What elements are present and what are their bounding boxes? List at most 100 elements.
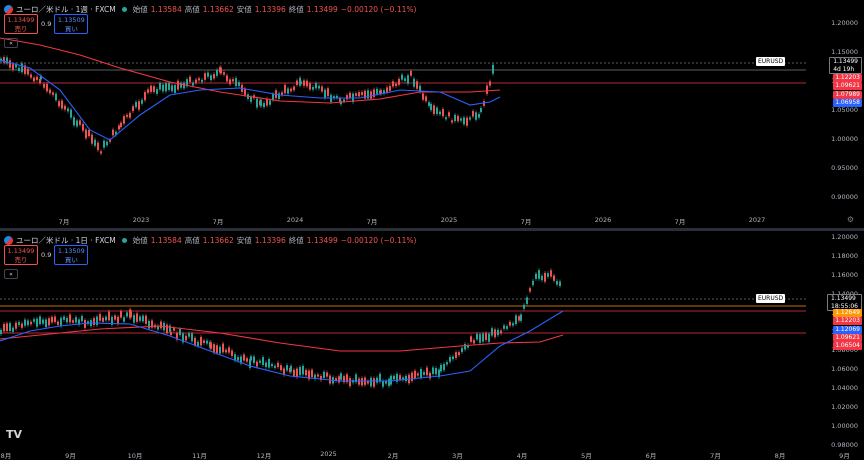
candle xyxy=(106,141,108,146)
candle xyxy=(323,371,325,378)
candle xyxy=(142,315,144,322)
price-tick: 1.06000 xyxy=(831,365,858,374)
trade-buttons: 1.13499 売り 0.9 1.13509 買い xyxy=(4,245,89,265)
candle xyxy=(370,377,372,387)
candle xyxy=(9,60,11,68)
candle xyxy=(231,350,233,356)
candle xyxy=(200,336,202,346)
candle xyxy=(326,372,328,377)
candle xyxy=(367,90,369,99)
candle xyxy=(120,122,122,128)
candle xyxy=(340,101,342,105)
candle xyxy=(464,343,466,350)
candle xyxy=(529,288,531,292)
candle xyxy=(179,329,181,336)
candle xyxy=(269,100,271,105)
candle xyxy=(114,315,116,320)
fast-moving-average xyxy=(0,310,564,382)
candle xyxy=(33,319,35,322)
daily-chart-pane[interactable]: ユーロ／米ドル · 1日 · FXCM 始値 1.13584 高値 1.13662 … xyxy=(0,231,864,460)
candle xyxy=(426,367,428,376)
candle xyxy=(105,316,107,321)
candle xyxy=(51,316,53,323)
candle xyxy=(290,365,292,372)
candle xyxy=(145,315,147,324)
collapse-legend-button[interactable]: « xyxy=(4,269,18,279)
gear-icon[interactable]: ⚙ xyxy=(846,215,854,224)
tradingview-logo[interactable]: TV xyxy=(6,428,23,441)
close-value: 1.13499 xyxy=(306,235,338,245)
candle xyxy=(232,79,234,82)
candle xyxy=(442,108,444,117)
collapse-legend-button[interactable]: « xyxy=(4,38,18,48)
weekly-chart-pane[interactable]: ユーロ／米ドル · 1週 · FXCM 始値 1.13584 高値 1.13662 … xyxy=(0,0,864,228)
symbol-title[interactable]: ユーロ／米ドル · 1週 · FXCM xyxy=(16,4,116,14)
time-tick: 2月 xyxy=(387,452,399,460)
candle xyxy=(286,365,288,371)
weekly-chart-plot[interactable] xyxy=(0,0,806,228)
candle xyxy=(3,323,5,332)
candle xyxy=(123,317,125,322)
candle xyxy=(470,336,472,342)
time-tick: 4月 xyxy=(516,452,528,460)
candle xyxy=(210,342,212,349)
candle xyxy=(203,340,205,343)
sell-button[interactable]: 1.13499 売り xyxy=(4,14,38,34)
candle xyxy=(280,365,282,371)
candle xyxy=(253,356,255,364)
time-tick: 10月 xyxy=(127,452,143,460)
candle xyxy=(404,78,406,81)
candle xyxy=(177,80,179,90)
buy-button[interactable]: 1.13509 買い xyxy=(54,245,89,265)
candle xyxy=(130,310,132,318)
candle xyxy=(500,330,502,334)
candle xyxy=(336,95,338,99)
candle xyxy=(390,375,392,385)
candle xyxy=(15,64,17,68)
time-tick: 7月 xyxy=(674,218,686,226)
open-label: 始値 xyxy=(132,235,148,245)
time-tick: 5月 xyxy=(581,452,592,460)
high-value: 1.13662 xyxy=(202,235,234,245)
candle xyxy=(133,315,135,323)
price-tick: 1.05000 xyxy=(831,106,858,114)
candle xyxy=(544,272,546,282)
candle xyxy=(201,79,203,83)
candle xyxy=(485,333,487,340)
candle xyxy=(243,354,245,361)
candle xyxy=(324,89,326,98)
candle xyxy=(222,343,224,353)
candle xyxy=(226,75,228,82)
price-tick: 0.95000 xyxy=(831,164,858,172)
candle xyxy=(452,356,454,360)
daily-chart-plot[interactable] xyxy=(0,231,806,459)
candle xyxy=(135,101,137,108)
symbol-title[interactable]: ユーロ／米ドル · 1日 · FXCM xyxy=(16,235,116,245)
price-axis[interactable]: 1.200001.150001.100001.050001.000000.950… xyxy=(756,0,864,228)
candle xyxy=(358,92,360,97)
price-axis[interactable]: 1.200001.180001.160001.140001.120001.100… xyxy=(756,231,864,459)
candle xyxy=(416,81,418,89)
candle xyxy=(492,64,494,74)
candle xyxy=(314,374,316,379)
candle xyxy=(63,316,65,320)
candle xyxy=(183,82,185,89)
buy-button[interactable]: 1.13509 買い xyxy=(54,14,89,34)
candle xyxy=(420,368,422,378)
candle xyxy=(358,378,360,385)
candle xyxy=(18,322,20,325)
candle xyxy=(72,320,74,323)
pane-divider[interactable] xyxy=(0,228,864,231)
candle xyxy=(52,92,54,95)
candle xyxy=(117,316,119,325)
candle xyxy=(36,76,38,80)
candle xyxy=(144,92,146,101)
candle xyxy=(237,357,239,361)
candle xyxy=(103,140,105,148)
candle xyxy=(432,367,434,374)
candle xyxy=(457,115,459,122)
candle xyxy=(428,102,430,106)
candle xyxy=(81,316,83,322)
sell-button[interactable]: 1.13499 売り xyxy=(4,245,38,265)
candle xyxy=(45,319,47,328)
